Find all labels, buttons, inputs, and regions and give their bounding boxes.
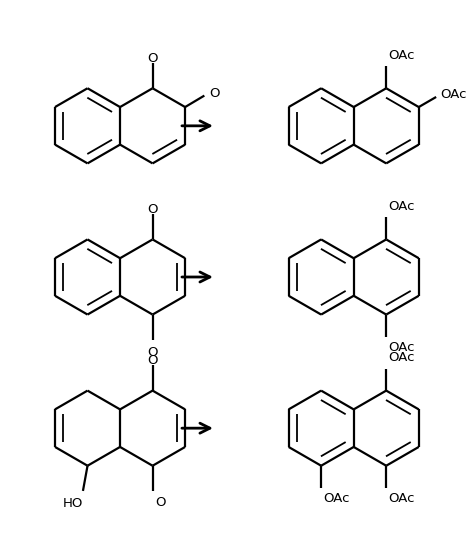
Text: OAc: OAc xyxy=(389,341,415,354)
Text: OAc: OAc xyxy=(389,200,415,213)
Text: O: O xyxy=(147,52,158,65)
Text: OAc: OAc xyxy=(389,49,415,61)
Text: OAc: OAc xyxy=(389,351,415,364)
Text: HO: HO xyxy=(63,497,83,510)
Text: O: O xyxy=(147,346,158,358)
Text: OAc: OAc xyxy=(441,88,467,101)
Text: OAc: OAc xyxy=(323,493,350,505)
Text: O: O xyxy=(147,355,158,367)
Text: O: O xyxy=(209,87,219,100)
Text: O: O xyxy=(155,495,165,509)
Text: O: O xyxy=(147,203,158,216)
Text: OAc: OAc xyxy=(389,493,415,505)
